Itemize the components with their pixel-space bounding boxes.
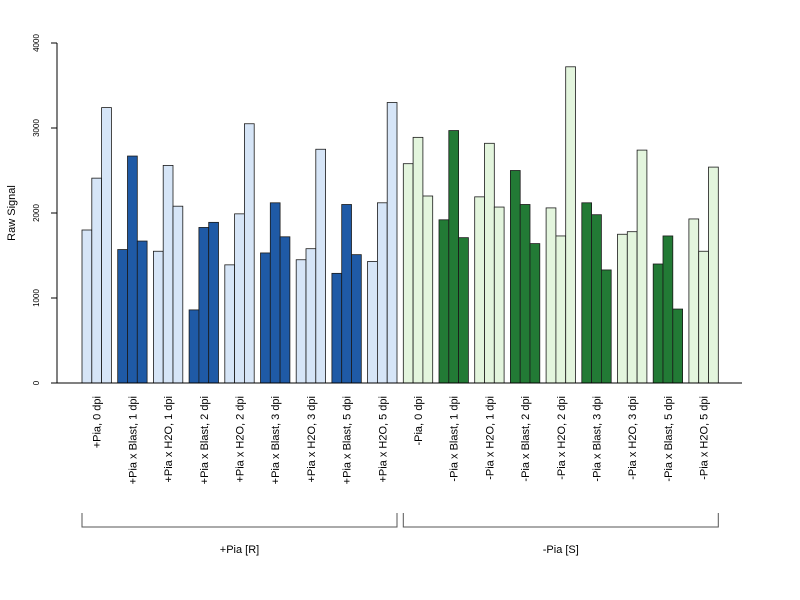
bar	[243, 123, 255, 384]
category-label: +Pia x Blast, 2 dpi	[199, 396, 211, 484]
bar	[367, 261, 378, 384]
group-brackets: +Pia [R] -Pia [S]	[81, 513, 719, 556]
bar	[509, 170, 521, 384]
group-label: +Pia [R]	[220, 544, 259, 556]
bar	[438, 219, 450, 384]
bar	[91, 177, 103, 384]
bar	[188, 309, 200, 384]
bar	[448, 130, 459, 384]
category-label: -Pia x Blast, 3 dpi	[592, 396, 604, 482]
bar	[672, 308, 683, 384]
bar	[591, 214, 602, 384]
bar	[519, 204, 531, 384]
category-label: +Pia x H2O, 5 dpi	[377, 396, 389, 483]
bar	[376, 202, 388, 384]
bar	[305, 248, 317, 384]
bar	[162, 164, 174, 384]
bar	[198, 227, 210, 384]
category-label: -Pia x H2O, 1 dpi	[484, 396, 496, 480]
bar	[662, 235, 674, 384]
category-label: -Pia x H2O, 5 dpi	[699, 396, 711, 480]
y-axis-title: Raw Signal	[6, 185, 18, 241]
bar	[117, 249, 128, 384]
category-labels: +Pia, 0 dpi +Pia x Blast, 1 dpi +Pia x H2O…	[92, 396, 711, 484]
category-label: -Pia, 0 dpi	[413, 396, 425, 446]
category-label: -Pia x Blast, 1 dpi	[449, 396, 461, 482]
bar	[555, 235, 567, 384]
bar	[458, 237, 469, 384]
group-bracket	[81, 513, 398, 528]
category-label: -Pia x Blast, 2 dpi	[520, 396, 532, 482]
bar	[698, 250, 709, 384]
bar	[136, 240, 148, 384]
category-label: +Pia x H2O, 1 dpi	[163, 396, 175, 483]
bar	[152, 250, 164, 384]
y-tick-label: 4000	[32, 34, 41, 52]
bar	[474, 196, 485, 384]
bar	[351, 254, 362, 384]
bar	[617, 233, 628, 384]
bar	[341, 204, 352, 384]
bar	[386, 102, 398, 384]
category-label: +Pia x H2O, 2 dpi	[235, 396, 247, 483]
bar	[295, 259, 307, 384]
y-tick-label: 2000	[32, 204, 41, 222]
bar	[260, 252, 271, 384]
bar	[626, 231, 638, 384]
bar	[81, 229, 93, 384]
bar	[636, 149, 648, 384]
bar	[224, 264, 236, 384]
bar	[493, 206, 505, 384]
bar	[279, 236, 291, 384]
category-label: -Pia x H2O, 3 dpi	[627, 396, 639, 480]
category-label: +Pia x Blast, 1 dpi	[127, 396, 139, 484]
category-label: +Pia x Blast, 5 dpi	[342, 396, 354, 484]
category-label: -Pia x H2O, 2 dpi	[556, 396, 568, 480]
bar	[172, 205, 184, 384]
y-axis: 0 1000 2000 3000 4000	[32, 34, 58, 385]
bar	[708, 166, 719, 384]
bar	[127, 155, 138, 384]
bar	[101, 107, 112, 384]
bar	[269, 202, 281, 384]
bar	[545, 207, 557, 384]
category-label: +Pia x H2O, 3 dpi	[306, 396, 318, 483]
group-bracket	[402, 513, 719, 528]
bar	[581, 202, 592, 384]
bar	[422, 195, 434, 384]
y-tick-label: 0	[32, 380, 41, 385]
bars	[81, 66, 719, 384]
group-label: -Pia [S]	[543, 544, 579, 556]
bar	[652, 263, 664, 384]
category-label: -Pia x Blast, 5 dpi	[663, 396, 675, 482]
y-tick-label: 1000	[32, 289, 41, 307]
y-tick-label: 3000	[32, 119, 41, 137]
bar	[331, 272, 343, 384]
bar	[529, 243, 541, 384]
bar	[601, 269, 612, 384]
bar	[688, 218, 700, 384]
bar	[402, 163, 414, 384]
bar	[484, 142, 495, 384]
bar	[565, 66, 576, 384]
category-label: +Pia, 0 dpi	[92, 396, 104, 448]
bar	[412, 136, 424, 384]
bar	[208, 221, 219, 384]
bar	[315, 148, 326, 384]
category-label: +Pia x Blast, 3 dpi	[270, 396, 282, 484]
bar	[234, 213, 245, 384]
